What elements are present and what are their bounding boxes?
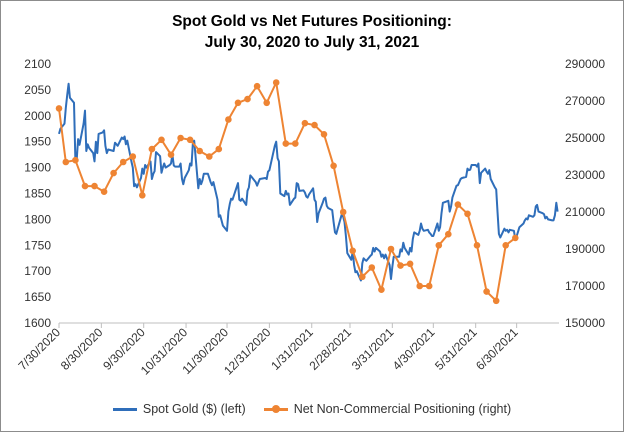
right-tick-label-0: 150000 [565, 316, 605, 330]
legend-swatch-spot-gold [112, 404, 137, 414]
data-point-positioning-37 [406, 260, 414, 268]
left-tick-label-4: 1800 [24, 212, 51, 226]
right-tick-label-5: 250000 [565, 131, 605, 145]
left-tick-label-1: 1650 [24, 290, 51, 304]
data-point-positioning-42 [454, 201, 462, 208]
x-tick-label-11: 6/30/2021 [473, 325, 521, 373]
left-tick-label-0: 1600 [24, 316, 51, 330]
data-point-positioning-19 [234, 99, 242, 107]
right-tick-label-3: 210000 [565, 205, 605, 219]
x-tick-label-9: 4/30/2021 [390, 325, 438, 373]
left-tick-label-2: 1700 [24, 264, 51, 278]
chart-title: Spot Gold vs Net Futures Positioning: Ju… [1, 11, 623, 53]
chart-title-line-2: July 30, 2020 to July 31, 2021 [204, 34, 420, 51]
legend-swatch-positioning [263, 404, 288, 414]
data-point-positioning-33 [368, 264, 376, 271]
data-point-positioning-5 [100, 188, 108, 195]
data-point-positioning-30 [339, 208, 347, 216]
data-point-positioning-46 [492, 297, 500, 305]
data-point-positioning-11 [158, 136, 165, 144]
x-tick-label-10: 5/31/2021 [432, 325, 480, 373]
right-tick-label-4: 230000 [565, 168, 605, 182]
data-point-positioning-13 [177, 134, 184, 142]
data-point-positioning-41 [445, 230, 452, 238]
x-tick-label-5: 12/31/2020 [221, 325, 274, 378]
data-point-positioning-18 [225, 116, 232, 123]
legend-item-positioning: Net Non-Commercial Positioning (right) [263, 402, 512, 416]
x-tick-label-1: 8/30/2020 [58, 325, 106, 373]
chart-plot: 1600 1650 1700 1750 1800 1850 1900 1950 2000 2050… [15, 57, 605, 378]
left-tick-label-9: 2050 [24, 83, 51, 97]
data-point-positioning-4 [91, 182, 98, 190]
legend-label-spot-gold: Spot Gold ($) (left) [142, 402, 246, 416]
data-point-positioning-17 [215, 145, 223, 153]
data-point-positioning-40 [435, 242, 443, 249]
x-tick-label-7: 2/28/2021 [306, 325, 354, 373]
data-point-positioning-16 [206, 153, 213, 160]
data-point-positioning-10 [148, 145, 156, 153]
x-tick-label-0: 7/30/2020 [15, 325, 63, 373]
data-point-positioning-36 [397, 262, 404, 269]
data-point-positioning-35 [387, 245, 395, 253]
legend-label-positioning: Net Non-Commercial Positioning (right) [293, 402, 512, 416]
data-point-positioning-27 [311, 121, 318, 129]
data-point-positioning-48 [512, 234, 519, 242]
data-point-positioning-38 [416, 282, 424, 290]
data-point-positioning-34 [378, 286, 385, 294]
data-point-positioning-8 [129, 153, 137, 160]
left-tick-label-8: 2000 [24, 109, 51, 123]
chart-legend: Spot Gold ($) (left) Net Non-Commercial … [1, 402, 623, 416]
data-point-positioning-39 [425, 282, 433, 290]
data-point-positioning-14 [186, 136, 194, 144]
data-point-positioning-21 [253, 82, 261, 90]
data-point-positioning-32 [359, 273, 366, 281]
data-point-positioning-31 [349, 247, 357, 255]
data-point-positioning-26 [301, 119, 309, 127]
data-point-positioning-3 [81, 182, 89, 190]
left-tick-label-3: 1750 [24, 238, 51, 252]
data-point-positioning-20 [244, 95, 251, 103]
data-point-positioning-15 [196, 147, 203, 155]
data-point-positioning-43 [464, 210, 471, 218]
legend-item-spot-gold: Spot Gold ($) (left) [112, 402, 246, 416]
left-tick-label-7: 1950 [24, 135, 51, 149]
right-tick-label-6: 270000 [565, 94, 605, 108]
data-point-positioning-22 [263, 99, 271, 107]
data-point-positioning-23 [272, 79, 280, 86]
chart-title-line-1: Spot Gold vs Net Futures Positioning: [172, 13, 452, 30]
data-point-positioning-7 [119, 158, 127, 166]
left-tick-label-10: 2100 [24, 57, 51, 71]
data-point-positioning-47 [502, 242, 510, 249]
left-tick-label-5: 1850 [24, 187, 51, 201]
right-tick-label-7: 290000 [565, 57, 605, 71]
x-tick-label-8: 3/31/2021 [349, 325, 397, 373]
data-point-positioning-45 [483, 288, 490, 295]
data-point-positioning-28 [320, 131, 328, 138]
right-tick-label-2: 190000 [565, 242, 605, 256]
data-point-positioning-25 [292, 140, 299, 147]
series-line-positioning [58, 81, 516, 302]
left-tick-label-6: 1900 [24, 161, 51, 175]
data-point-positioning-9 [139, 192, 146, 199]
data-point-positioning-12 [167, 151, 175, 158]
data-point-positioning-2 [72, 156, 79, 164]
series-line-spot-gold [58, 82, 559, 282]
data-point-positioning-1 [62, 158, 70, 166]
data-point-positioning-6 [110, 169, 117, 177]
data-point-positioning-24 [282, 140, 290, 147]
data-point-positioning-44 [473, 242, 481, 249]
data-point-positioning-0 [55, 105, 63, 112]
right-tick-label-1: 170000 [565, 279, 605, 293]
data-point-positioning-29 [330, 162, 337, 170]
